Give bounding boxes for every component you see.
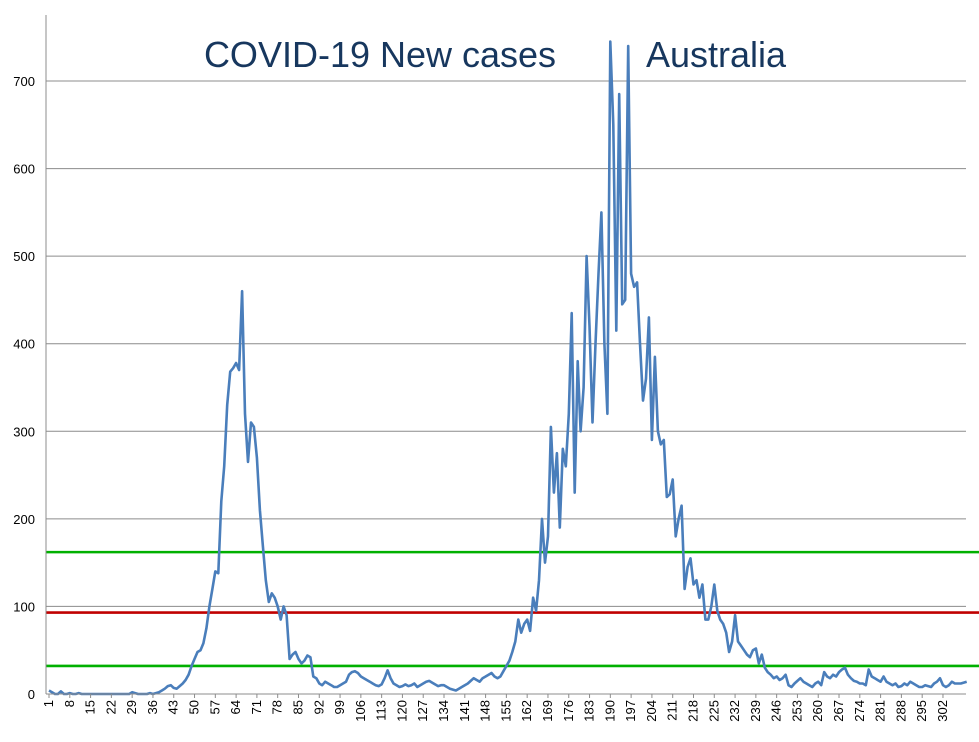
x-tick-label: 71 <box>249 700 264 714</box>
x-tick-label: 15 <box>83 700 98 714</box>
x-tick-label: 155 <box>498 700 513 722</box>
x-tick-label: 148 <box>478 700 493 722</box>
x-tick-label: 246 <box>769 700 784 722</box>
x-tick-label: 141 <box>457 700 472 722</box>
gridlines <box>46 80 966 607</box>
reference-lines <box>46 550 979 668</box>
x-tick-label: 57 <box>207 700 222 714</box>
y-tick-labels: 0 100 200 300 400 500 600 700 <box>13 74 35 702</box>
y-tick-label: 400 <box>13 337 35 352</box>
x-tick-label: 106 <box>353 700 368 722</box>
x-tick-label: 176 <box>561 700 576 722</box>
x-tick-label: 211 <box>665 700 680 721</box>
x-tick-label: 190 <box>602 700 617 722</box>
chart-title-left: COVID-19 New cases <box>204 34 556 75</box>
y-tick-label: 100 <box>13 599 35 614</box>
x-tick-label: 29 <box>124 700 139 714</box>
series-line <box>48 40 968 696</box>
x-tick-label: 281 <box>873 700 888 722</box>
x-tick-label: 50 <box>187 700 202 714</box>
x-tick-label: 239 <box>748 700 763 722</box>
x-tick-label: 267 <box>831 700 846 722</box>
x-tick-label: 183 <box>582 700 597 722</box>
x-tick-label: 218 <box>685 700 700 722</box>
x-tick-label: 288 <box>893 700 908 722</box>
x-tick-label: 253 <box>789 700 804 722</box>
x-tick-label: 204 <box>644 700 659 722</box>
x-tick-label: 134 <box>436 700 451 722</box>
x-tick-label: 43 <box>166 700 181 714</box>
x-tick-label: 232 <box>727 700 742 722</box>
x-tick-label: 99 <box>332 700 347 714</box>
x-tick-label: 8 <box>62 700 77 707</box>
y-tick-label: 0 <box>28 687 35 702</box>
x-tick-label: 92 <box>311 700 326 714</box>
x-tick-labels: 1 8 15 22 29 36 43 50 57 64 71 78 85 92 99 106 113 120 127… <box>41 700 950 722</box>
x-tick-label: 197 <box>623 700 638 722</box>
x-tick-label: 22 <box>103 700 118 714</box>
x-tick-label: 36 <box>145 700 160 714</box>
y-tick-label: 500 <box>13 249 35 264</box>
x-tick-label: 85 <box>290 700 305 714</box>
x-tick-label: 260 <box>810 700 825 722</box>
x-tick-label: 162 <box>519 700 534 722</box>
series-layer <box>48 40 968 696</box>
x-tick-label: 1 <box>41 700 56 707</box>
x-tick-label: 64 <box>228 700 243 714</box>
x-tick-label: 295 <box>914 700 929 722</box>
x-tick-label: 113 <box>374 700 389 721</box>
x-tick-label: 225 <box>706 700 721 722</box>
chart-title-right: Australia <box>646 34 787 75</box>
y-tick-label: 700 <box>13 74 35 89</box>
y-tick-label: 200 <box>13 512 35 527</box>
x-tick-label: 169 <box>540 700 555 722</box>
y-tick-label: 600 <box>13 162 35 177</box>
x-tick-label: 127 <box>415 700 430 722</box>
y-tick-label: 300 <box>13 424 35 439</box>
x-tick-label: 120 <box>394 700 409 722</box>
x-tick-label: 302 <box>935 700 950 722</box>
x-tick-label: 78 <box>270 700 285 714</box>
axes <box>45 15 966 698</box>
x-tick-label: 274 <box>852 700 867 722</box>
